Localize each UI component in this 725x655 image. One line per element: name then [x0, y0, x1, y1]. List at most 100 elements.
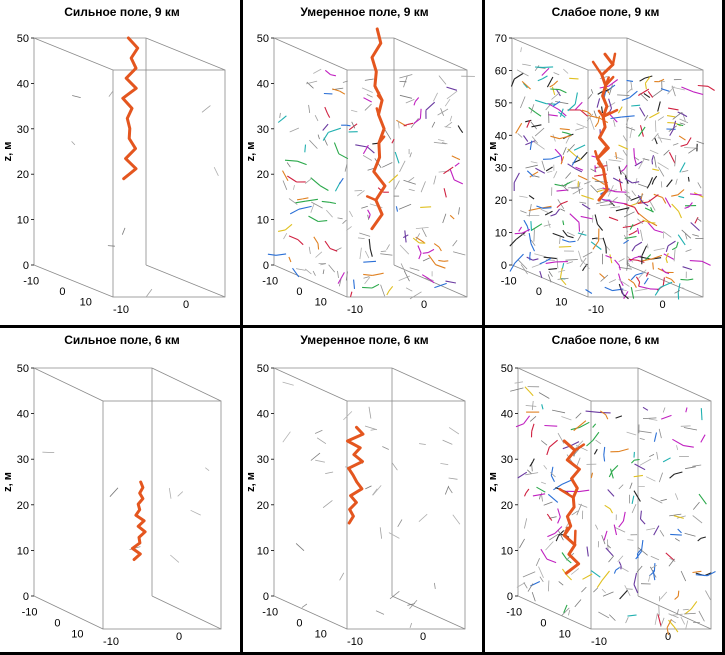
z-tick-label: 30 [257, 454, 269, 466]
data-segment [343, 411, 353, 421]
data-segment [683, 445, 694, 448]
data-segment [542, 207, 552, 209]
z-tick-label: 0 [23, 260, 29, 272]
z-tick-label: 10 [501, 545, 513, 557]
data-segment [580, 215, 594, 220]
data-segment [337, 217, 343, 220]
data-segment [642, 258, 652, 262]
data-segment [399, 74, 413, 79]
data-segment [282, 180, 288, 190]
data-segment [563, 604, 568, 614]
data-segment [168, 487, 172, 499]
data-segment [615, 191, 627, 193]
data-segment [643, 93, 651, 99]
data-segment [366, 94, 373, 98]
data-segment [371, 283, 380, 289]
data-segment [452, 240, 458, 247]
data-segment [521, 228, 531, 234]
data-segment [547, 274, 552, 283]
data-segment [550, 472, 556, 478]
data-segment [384, 129, 392, 140]
data-segment [555, 101, 569, 105]
data-segment [693, 91, 704, 96]
data-segment [658, 472, 663, 483]
data-segment [509, 262, 516, 272]
data-segment [418, 513, 428, 522]
data-segment [671, 203, 679, 212]
box-edge [273, 264, 348, 298]
data-segment [680, 143, 688, 147]
data-segment [368, 406, 372, 419]
data-segment [409, 622, 413, 629]
data-segment [540, 481, 547, 485]
data-segment [565, 172, 572, 179]
chart-svg: Сильное поле, 6 км 0 10 20 30 40 50 z, м -10 0 10 -… [2, 333, 222, 648]
data-segment [633, 148, 636, 158]
data-segment [444, 98, 451, 107]
data-segment [121, 227, 126, 235]
data-segment [107, 245, 115, 247]
data-segment [346, 226, 352, 232]
channel-branch [573, 443, 586, 452]
data-segment [545, 101, 553, 111]
data-segment [682, 266, 693, 271]
data-segment [624, 235, 637, 240]
data-segment [415, 233, 421, 241]
x-tick-label: 0 [665, 631, 671, 643]
data-segment [618, 267, 632, 270]
data-segment [573, 144, 586, 151]
data-segment [428, 254, 437, 266]
data-segment [615, 207, 630, 212]
data-segment [618, 264, 621, 271]
z-axis-label: z, м [245, 142, 257, 162]
data-segment [559, 128, 570, 131]
box-edge [33, 264, 114, 298]
data-segment [329, 201, 337, 205]
data-segment [520, 264, 528, 275]
data-segment [648, 418, 658, 421]
data-segment [618, 258, 625, 263]
data-segment [696, 217, 702, 222]
data-segment [649, 221, 656, 224]
data-segment [619, 590, 628, 600]
data-segment [295, 543, 305, 551]
data-segment [515, 231, 526, 240]
data-segment [700, 408, 703, 421]
data-segment [653, 563, 656, 572]
data-segment [695, 574, 708, 577]
data-segment [418, 252, 422, 260]
data-segment [677, 234, 686, 246]
data-segment [454, 162, 460, 167]
z-tick-label: 20 [501, 500, 513, 512]
z-tick-label: 30 [501, 454, 513, 466]
data-segment [663, 149, 670, 156]
box-edge [391, 367, 466, 402]
data-segment [531, 591, 536, 602]
data-segment [433, 92, 438, 102]
data-segment [395, 206, 399, 212]
data-segment [530, 243, 535, 252]
data-segment [579, 489, 590, 493]
data-segment [545, 541, 554, 551]
data-segment [359, 247, 362, 260]
data-segment [324, 106, 328, 114]
data-segment [364, 250, 370, 259]
channel-branch [611, 52, 617, 66]
data-segment [651, 180, 655, 185]
data-segment [623, 164, 628, 170]
z-axis-label: z, м [245, 472, 257, 492]
data-segment [675, 241, 679, 248]
data-segment [638, 281, 641, 287]
data-segment [277, 119, 283, 123]
data-segment [342, 219, 347, 224]
data-segment [635, 551, 642, 560]
data-segment [566, 231, 575, 237]
data-segment [405, 287, 413, 292]
data-segment [556, 189, 569, 192]
data-segment [650, 497, 663, 504]
data-segment [692, 464, 702, 467]
data-segment [527, 469, 532, 474]
data-segment [306, 80, 318, 85]
data-segment [622, 149, 628, 157]
